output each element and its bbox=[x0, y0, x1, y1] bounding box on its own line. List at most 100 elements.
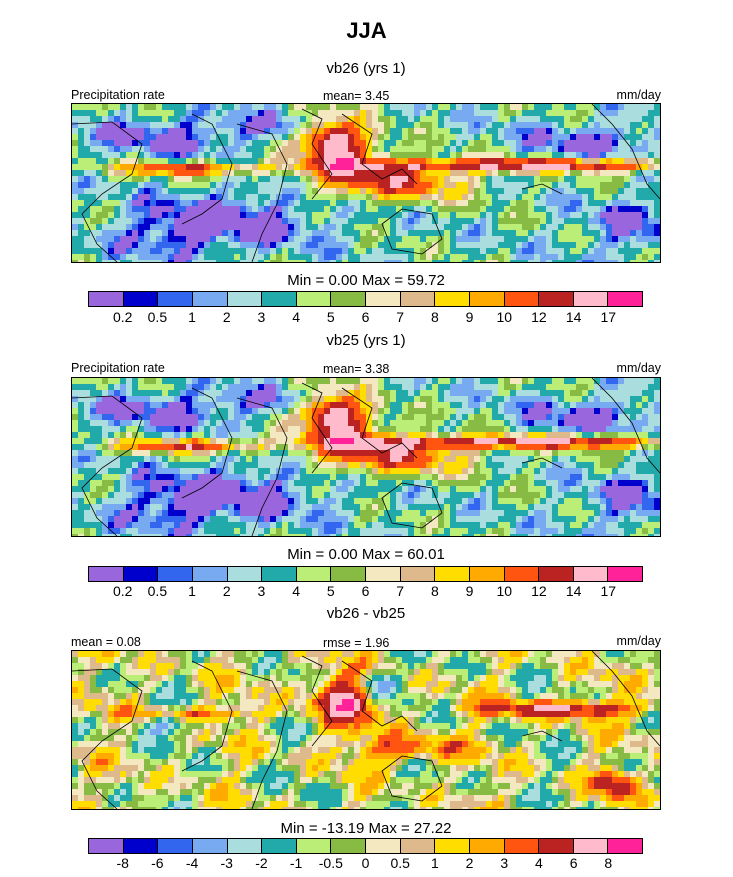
field-cell bbox=[324, 146, 330, 152]
field-cell bbox=[228, 158, 234, 164]
field-cell bbox=[276, 486, 282, 492]
field-cell bbox=[84, 402, 90, 408]
field-cell bbox=[270, 236, 276, 242]
field-cell bbox=[186, 170, 192, 176]
field-cell bbox=[204, 254, 210, 260]
field-cell bbox=[528, 450, 534, 456]
field-cell bbox=[522, 164, 528, 170]
field-cell bbox=[324, 236, 330, 242]
field-cell bbox=[108, 378, 114, 384]
field-cell bbox=[342, 426, 348, 432]
field-cell bbox=[234, 474, 240, 480]
field-cell bbox=[432, 450, 438, 456]
field-cell bbox=[456, 414, 462, 420]
field-cell bbox=[258, 170, 264, 176]
field-cell bbox=[282, 176, 288, 182]
field-cell bbox=[192, 134, 198, 140]
field-cell bbox=[516, 492, 522, 498]
field-cell bbox=[240, 516, 246, 522]
field-cell bbox=[516, 414, 522, 420]
field-cell bbox=[438, 248, 444, 254]
field-cell bbox=[222, 194, 228, 200]
field-cell bbox=[90, 402, 96, 408]
field-cell bbox=[582, 456, 588, 462]
field-cell bbox=[360, 134, 366, 140]
field-cell bbox=[480, 110, 486, 116]
field-cell bbox=[120, 212, 126, 218]
field-cell bbox=[420, 432, 426, 438]
field-cell bbox=[420, 236, 426, 242]
field-cell bbox=[390, 248, 396, 254]
field-cell bbox=[276, 498, 282, 504]
field-cell bbox=[78, 396, 84, 402]
field-cell bbox=[378, 462, 384, 468]
field-cell bbox=[390, 188, 396, 194]
field-cell bbox=[288, 212, 294, 218]
field-cell bbox=[168, 134, 174, 140]
field-cell bbox=[498, 164, 504, 170]
field-cell bbox=[240, 432, 246, 438]
field-cell bbox=[486, 408, 492, 414]
field-cell bbox=[612, 146, 618, 152]
field-cell bbox=[90, 260, 96, 262]
field-cell bbox=[156, 116, 162, 122]
field-cell bbox=[402, 426, 408, 432]
field-cell bbox=[84, 378, 90, 384]
field-cell bbox=[114, 450, 120, 456]
field-cell bbox=[546, 194, 552, 200]
field-cell bbox=[204, 140, 210, 146]
field-cell bbox=[252, 504, 258, 510]
field-cell bbox=[576, 236, 582, 242]
panel-units-label: mm/day bbox=[616, 361, 661, 375]
field-cell bbox=[612, 104, 618, 110]
field-cell bbox=[282, 390, 288, 396]
field-cell bbox=[78, 462, 84, 468]
field-cell bbox=[72, 486, 78, 492]
field-cell bbox=[300, 212, 306, 218]
colorbar-swatch bbox=[469, 292, 505, 306]
field-cell bbox=[276, 170, 282, 176]
field-cell bbox=[636, 182, 642, 188]
field-cell bbox=[510, 456, 516, 462]
field-cell bbox=[108, 146, 114, 152]
field-cell bbox=[264, 456, 270, 462]
field-cell bbox=[282, 438, 288, 444]
field-cell bbox=[636, 158, 642, 164]
field-cell bbox=[576, 504, 582, 510]
field-cell bbox=[222, 492, 228, 498]
field-cell bbox=[570, 414, 576, 420]
field-cell bbox=[348, 260, 354, 262]
field-cell bbox=[396, 236, 402, 242]
field-cell bbox=[108, 414, 114, 420]
field-cell bbox=[210, 408, 216, 414]
field-cell bbox=[438, 104, 444, 110]
field-cell bbox=[600, 402, 606, 408]
field-cell bbox=[84, 110, 90, 116]
field-cell bbox=[450, 218, 456, 224]
field-cell bbox=[438, 420, 444, 426]
field-cell bbox=[270, 450, 276, 456]
field-cell bbox=[456, 128, 462, 134]
field-cell bbox=[72, 230, 78, 236]
field-cell bbox=[90, 480, 96, 486]
colorbar-tick-label: 14 bbox=[565, 309, 582, 325]
field-cell bbox=[594, 218, 600, 224]
field-cell bbox=[174, 402, 180, 408]
field-cell bbox=[636, 420, 642, 426]
field-cell bbox=[444, 378, 450, 384]
field-cell bbox=[186, 396, 192, 402]
field-cell bbox=[318, 378, 324, 384]
field-cell bbox=[420, 194, 426, 200]
field-cell bbox=[450, 128, 456, 134]
field-cell bbox=[498, 432, 504, 438]
field-cell bbox=[252, 230, 258, 236]
field-cell bbox=[546, 414, 552, 420]
field-cell bbox=[642, 414, 648, 420]
field-cell bbox=[72, 492, 78, 498]
field-cell bbox=[372, 230, 378, 236]
field-cell bbox=[294, 146, 300, 152]
field-cell bbox=[192, 254, 198, 260]
field-cell bbox=[582, 164, 588, 170]
field-cell bbox=[360, 408, 366, 414]
field-cell bbox=[606, 420, 612, 426]
